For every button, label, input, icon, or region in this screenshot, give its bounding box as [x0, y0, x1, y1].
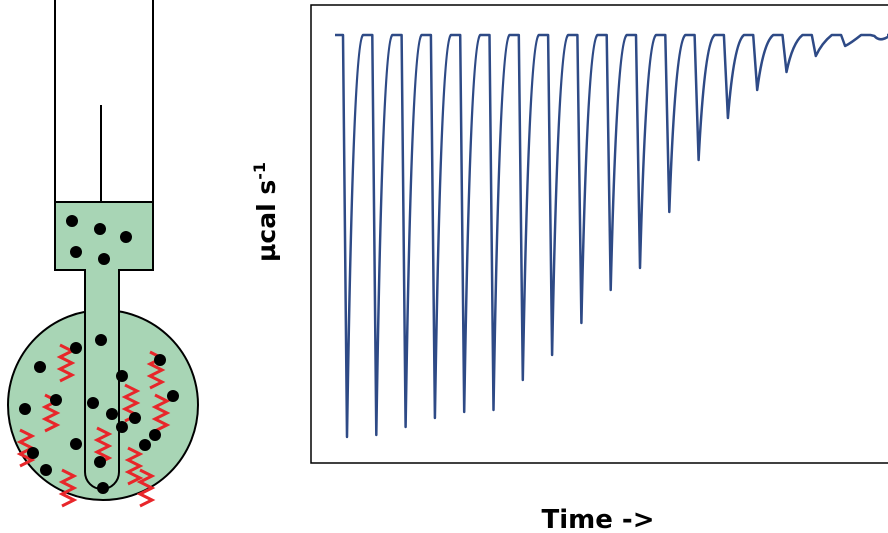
thermogram-frame: [310, 4, 888, 464]
dot: [95, 334, 107, 346]
zigzag: [58, 468, 78, 508]
dot: [66, 215, 78, 227]
zigzag: [93, 426, 113, 466]
dot: [87, 397, 99, 409]
dot: [167, 390, 179, 402]
ligand-dots: [19, 215, 179, 494]
dot: [97, 482, 109, 494]
dot: [129, 412, 141, 424]
zigzag: [151, 393, 171, 433]
dot: [70, 342, 82, 354]
dot: [19, 403, 31, 415]
y-label-superscript: -1: [250, 162, 269, 180]
dot: [154, 354, 166, 366]
zigzag: [124, 446, 144, 486]
dot: [139, 439, 151, 451]
dot: [70, 438, 82, 450]
itc-apparatus: [7, 0, 199, 508]
x-axis-label: Time ->: [541, 505, 654, 533]
y-axis-label: µcal s-1: [250, 162, 281, 262]
dot: [98, 253, 110, 265]
zigzag: [136, 468, 156, 508]
dot: [120, 231, 132, 243]
dot: [70, 246, 82, 258]
dot: [106, 408, 118, 420]
dot: [27, 447, 39, 459]
thermogram-trace: [335, 33, 888, 439]
dot: [116, 421, 128, 433]
dot: [116, 370, 128, 382]
dot: [34, 361, 46, 373]
y-label-text: µcal s: [252, 180, 281, 262]
dot: [40, 464, 52, 476]
dot: [50, 394, 62, 406]
dot: [94, 223, 106, 235]
dot: [94, 456, 106, 468]
dot: [149, 429, 161, 441]
